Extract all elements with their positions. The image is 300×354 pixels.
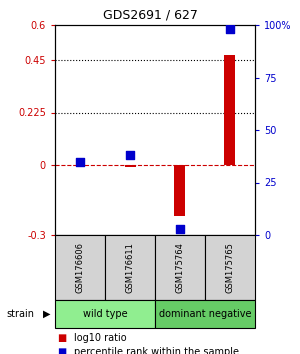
Text: wild type: wild type [83, 309, 127, 319]
Text: GSM176606: GSM176606 [76, 242, 85, 293]
Text: ■: ■ [57, 333, 66, 343]
Text: GDS2691 / 627: GDS2691 / 627 [103, 8, 197, 21]
Text: GSM175765: GSM175765 [226, 242, 235, 293]
Text: ■: ■ [57, 347, 66, 354]
Point [78, 159, 82, 164]
Text: GSM175764: GSM175764 [176, 242, 184, 293]
Bar [224, 55, 236, 165]
Bar [175, 165, 185, 216]
Text: strain: strain [6, 309, 34, 319]
Point [128, 152, 132, 158]
Point [178, 226, 182, 232]
Text: percentile rank within the sample: percentile rank within the sample [74, 347, 238, 354]
Text: dominant negative: dominant negative [159, 309, 251, 319]
Text: ▶: ▶ [43, 309, 50, 319]
Text: log10 ratio: log10 ratio [74, 333, 126, 343]
Text: GSM176611: GSM176611 [125, 242, 134, 293]
Bar [124, 165, 136, 167]
Point [228, 26, 232, 32]
